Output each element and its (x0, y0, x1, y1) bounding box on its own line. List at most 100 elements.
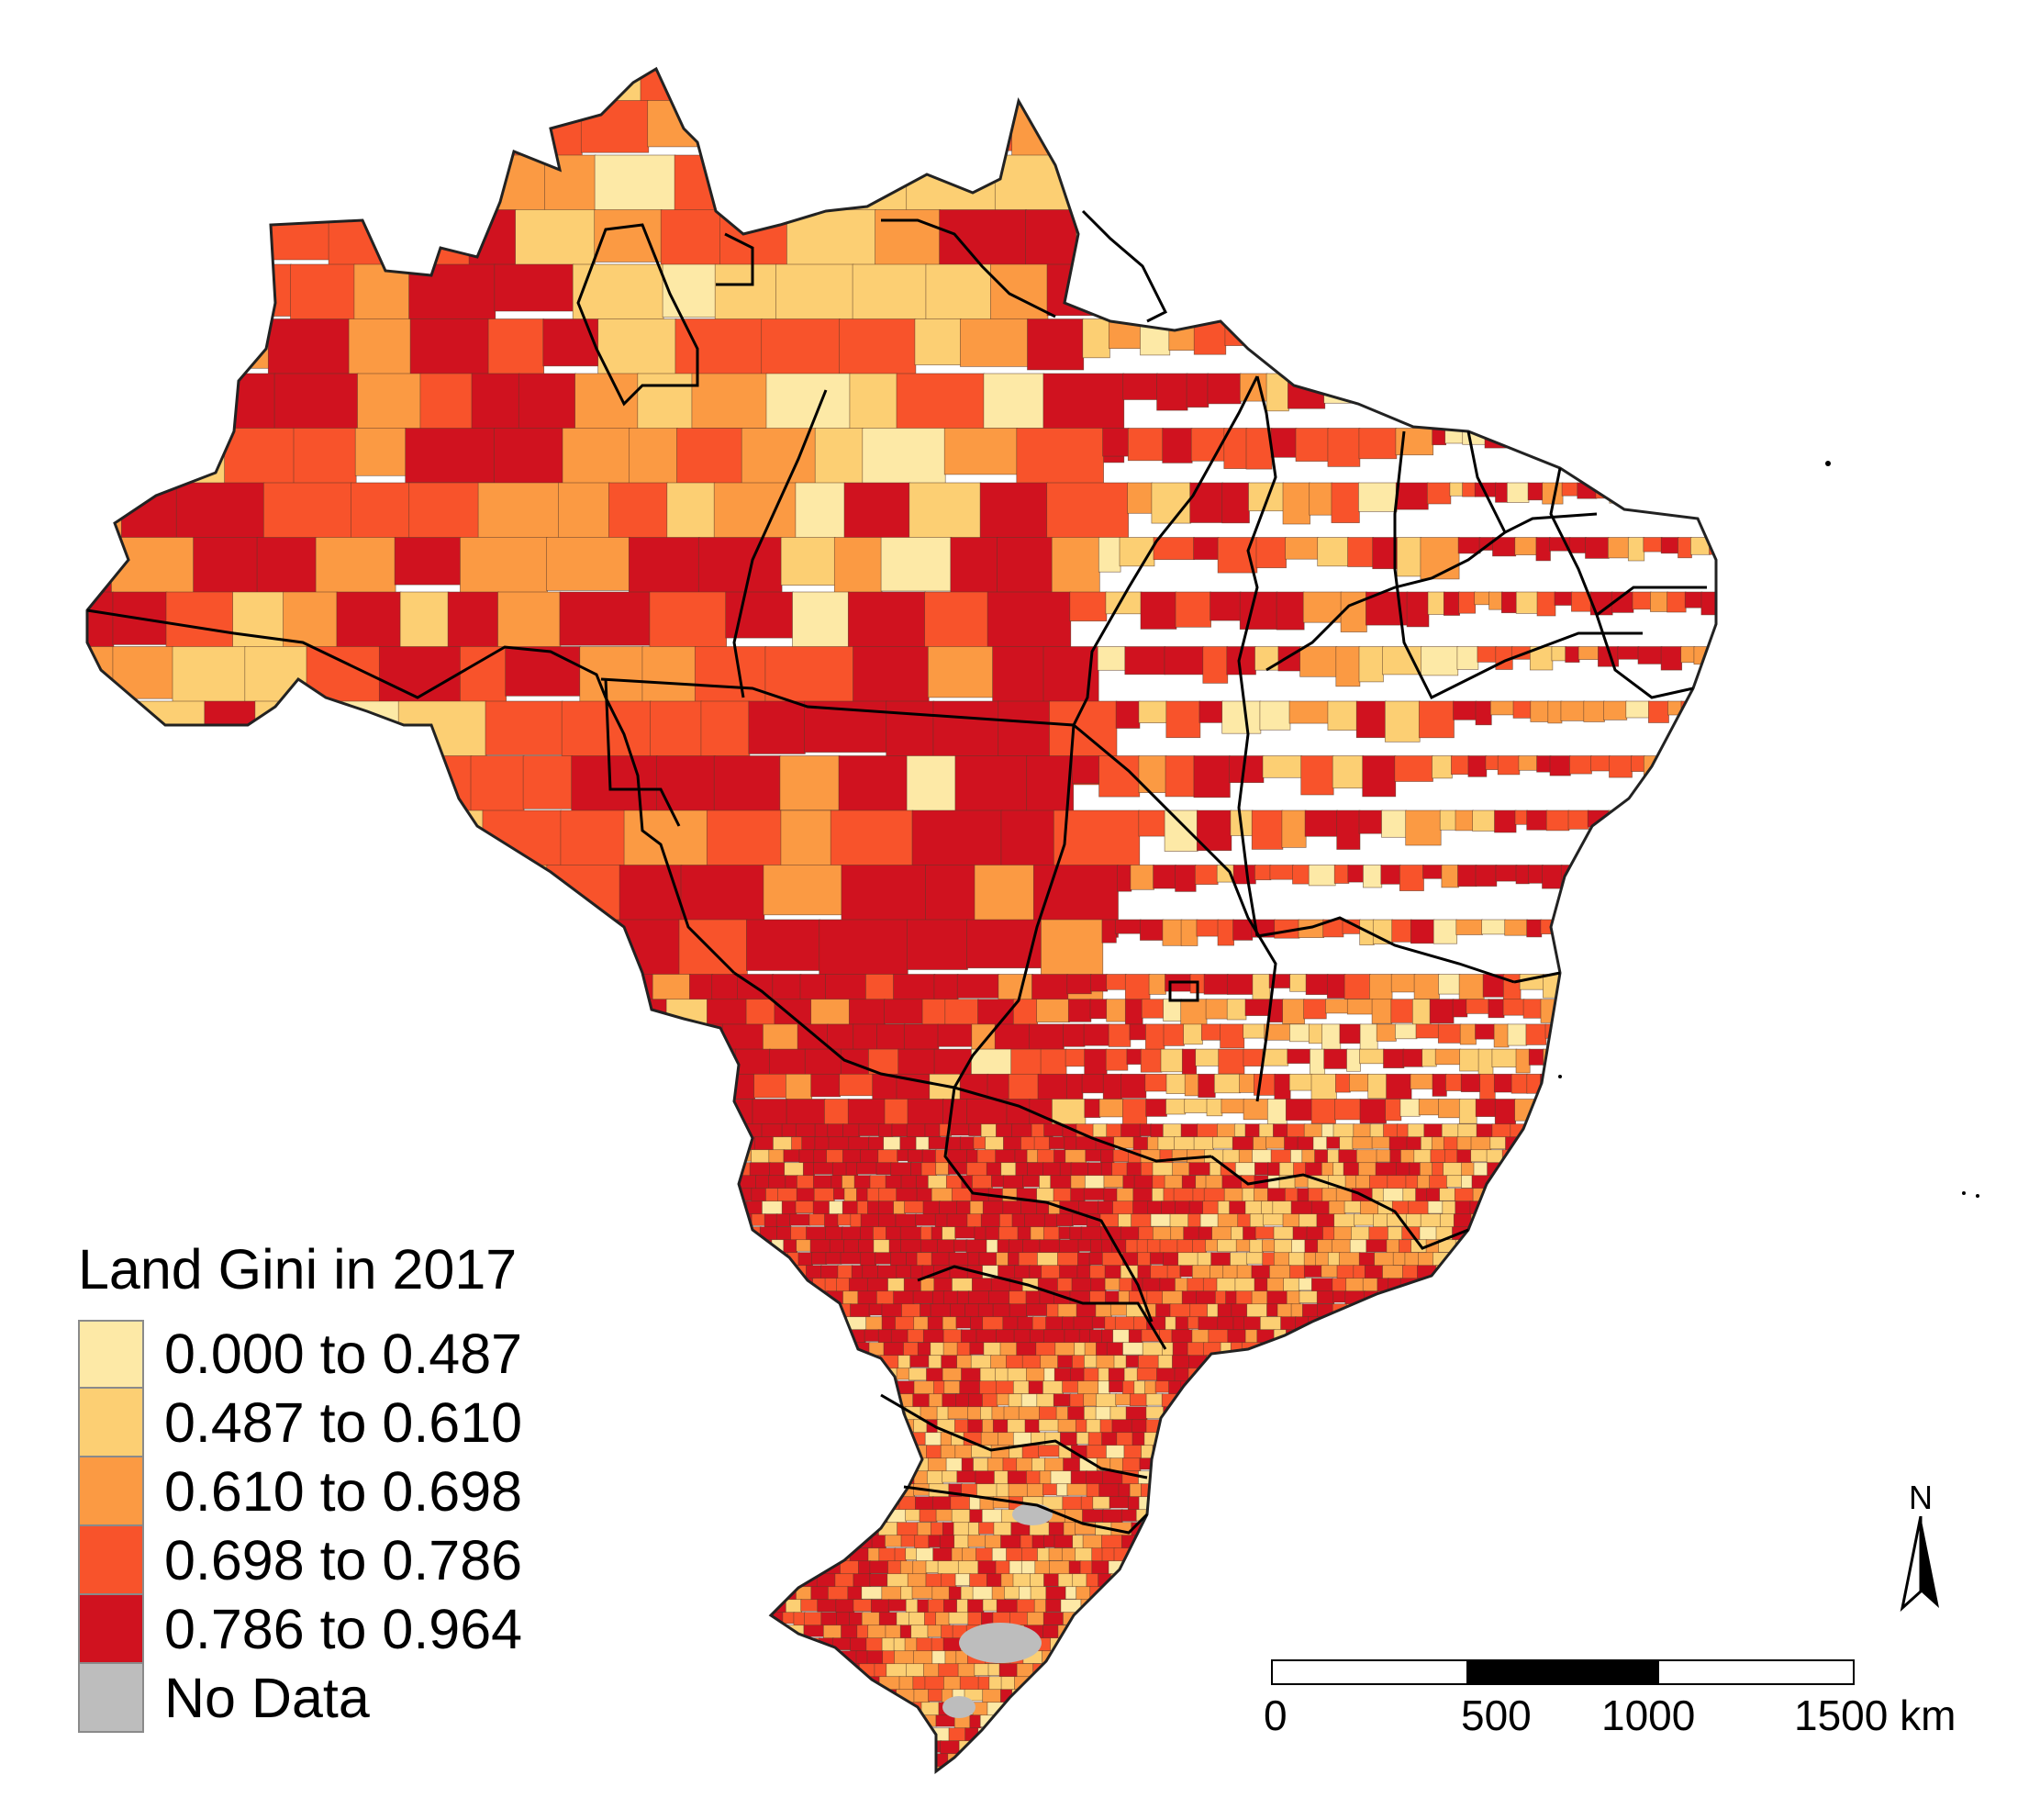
municipality (612, 1303, 625, 1317)
municipality (1702, 1200, 1716, 1216)
municipality (1164, 646, 1205, 676)
municipality (572, 1048, 610, 1084)
municipality (1518, 755, 1538, 771)
municipality (424, 1123, 445, 1146)
municipality (516, 1136, 536, 1158)
municipality (674, 1073, 708, 1104)
municipality (1184, 1099, 1209, 1113)
municipality (547, 1265, 569, 1288)
municipality (912, 1290, 934, 1304)
municipality (809, 1239, 831, 1254)
municipality (821, 1496, 836, 1514)
municipality (1284, 1136, 1299, 1151)
municipality (1543, 974, 1567, 999)
municipality (1455, 1329, 1472, 1345)
municipality (1141, 999, 1165, 1019)
municipality (174, 1149, 195, 1168)
municipality (1227, 1368, 1247, 1390)
municipality (281, 974, 324, 1009)
municipality (1700, 591, 1716, 616)
municipality (563, 1419, 580, 1440)
municipality (359, 1213, 380, 1231)
municipality (540, 1470, 558, 1485)
municipality (728, 1136, 744, 1156)
municipality (1510, 100, 1527, 125)
municipality (597, 1265, 612, 1287)
municipality (432, 1149, 449, 1171)
municipality (1315, 1252, 1330, 1267)
municipality (1522, 999, 1543, 1019)
municipality (1514, 1522, 1533, 1539)
municipality (1582, 974, 1600, 1000)
municipality (1491, 1048, 1518, 1068)
municipality (553, 1509, 568, 1529)
municipality (711, 1239, 730, 1257)
municipality (1687, 755, 1700, 775)
municipality (1230, 1547, 1246, 1562)
municipality (839, 1073, 875, 1097)
municipality (425, 1188, 441, 1209)
municipality (842, 1380, 854, 1401)
municipality (682, 1123, 697, 1144)
municipality (1517, 1200, 1536, 1223)
municipality (1516, 1252, 1533, 1270)
municipality (1682, 1226, 1699, 1242)
municipality (669, 1213, 682, 1228)
municipality (1678, 46, 1700, 68)
municipality (751, 1213, 766, 1226)
municipality (306, 154, 355, 213)
municipality (1067, 999, 1092, 1022)
municipality (1500, 591, 1518, 614)
municipality (795, 1123, 817, 1138)
municipality (1707, 1252, 1716, 1271)
municipality (1736, 1214, 1755, 1226)
municipality (1343, 974, 1371, 999)
municipality (1688, 1445, 1709, 1459)
municipality (834, 1419, 855, 1435)
municipality (553, 1432, 573, 1452)
municipality (265, 1073, 295, 1116)
municipality (1193, 537, 1220, 560)
municipality (1690, 482, 1714, 497)
municipality (1231, 1470, 1248, 1488)
municipality (738, 1368, 759, 1380)
municipality (1307, 1393, 1326, 1415)
municipality (1511, 1547, 1529, 1568)
municipality (660, 1200, 679, 1221)
municipality (930, 1342, 945, 1357)
municipality (1736, 1548, 1749, 1566)
municipality (783, 1432, 797, 1446)
municipality (1614, 1316, 1635, 1332)
municipality (1727, 1446, 1748, 1465)
municipality (1679, 1406, 1699, 1421)
municipality (329, 1136, 345, 1156)
municipality (346, 1188, 368, 1205)
municipality (1744, 1176, 1756, 1193)
municipality (1579, 154, 1594, 171)
municipality (671, 1149, 685, 1164)
municipality (791, 1535, 810, 1551)
municipality (1509, 1470, 1531, 1491)
municipality (1409, 318, 1450, 342)
municipality (1538, 1123, 1555, 1138)
municipality (1733, 1266, 1745, 1285)
municipality (612, 1213, 635, 1226)
municipality (625, 1393, 642, 1410)
municipality (173, 1136, 188, 1151)
municipality (1477, 1470, 1496, 1489)
municipality (691, 1213, 706, 1235)
municipality (1528, 1048, 1544, 1066)
municipality (427, 999, 468, 1040)
municipality (656, 1162, 676, 1177)
municipality (686, 1522, 702, 1544)
municipality (338, 810, 417, 881)
municipality (1497, 755, 1521, 776)
municipality (1348, 1368, 1365, 1387)
municipality (411, 1175, 429, 1188)
municipality (1138, 755, 1167, 793)
municipality (782, 1303, 796, 1324)
municipality (237, 1162, 255, 1178)
municipality (1333, 100, 1363, 131)
municipality (400, 1123, 416, 1143)
municipality (1472, 1226, 1488, 1248)
